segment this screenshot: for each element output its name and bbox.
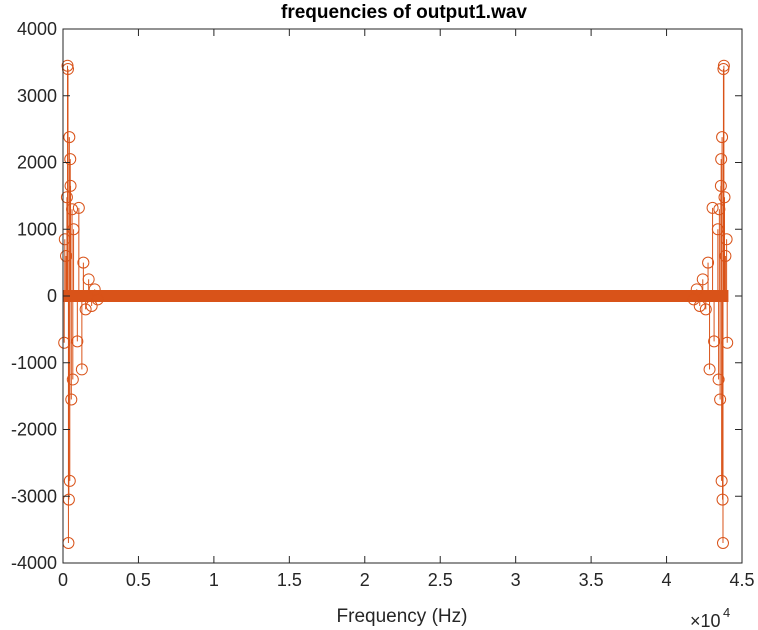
data-point	[64, 153, 77, 166]
x-tick-label: 2.5	[428, 570, 453, 590]
zero-band	[63, 290, 729, 302]
data-point	[720, 233, 733, 246]
data-point	[703, 363, 716, 376]
data-point	[65, 393, 78, 406]
data-point	[719, 249, 732, 262]
x-tick-label: 3	[511, 570, 521, 590]
data-point	[79, 303, 92, 316]
data-point	[60, 191, 73, 204]
data-point	[712, 373, 725, 386]
data-point	[61, 59, 74, 72]
data-point	[715, 153, 728, 166]
y-tick-label: -1000	[11, 353, 57, 373]
data-point	[715, 474, 728, 487]
data-point	[713, 203, 726, 216]
data-point	[708, 335, 721, 348]
data-point	[91, 293, 104, 306]
x-axis-ticks: 0 0.5 1 1.5 2 2.5 3 3.5 4 4.5	[58, 29, 755, 590]
data-point	[699, 303, 712, 316]
chart-title: frequencies of output1.wav	[281, 2, 527, 23]
data-point	[66, 203, 79, 216]
x-scale-exponent: 4	[723, 605, 730, 620]
data-point	[63, 131, 76, 144]
data-point	[60, 249, 73, 262]
x-tick-label: 0	[58, 570, 68, 590]
data-point	[716, 536, 729, 549]
near-zero-markers	[63, 290, 729, 302]
x-tick-label: 1	[209, 570, 219, 590]
y-tick-label: -3000	[11, 486, 57, 506]
data-point	[718, 191, 731, 204]
data-point	[71, 335, 84, 348]
y-tick-label: 2000	[17, 153, 57, 173]
data-point	[706, 201, 719, 214]
x-axis-label: Frequency (Hz)	[337, 606, 468, 627]
data-point	[714, 179, 727, 192]
data-point	[716, 493, 729, 506]
data-point	[77, 256, 90, 269]
data-point	[693, 300, 706, 313]
x-tick-label: 2	[360, 570, 370, 590]
x-tick-label: 1.5	[277, 570, 302, 590]
data-point	[85, 300, 98, 313]
x-tick-label: 0.5	[126, 570, 151, 590]
x-tick-label: 4.5	[729, 570, 754, 590]
data-point	[64, 179, 77, 192]
y-tick-label: -2000	[11, 420, 57, 440]
data-point	[721, 336, 734, 349]
y-tick-label: -4000	[11, 553, 57, 573]
data-markers	[58, 59, 734, 549]
data-point	[696, 273, 709, 286]
data-point	[714, 393, 727, 406]
x-tick-label: 3.5	[579, 570, 604, 590]
data-point	[711, 223, 724, 236]
data-point	[717, 59, 730, 72]
data-point	[61, 63, 74, 76]
y-tick-label: 1000	[17, 219, 57, 239]
y-tick-label: 4000	[17, 19, 57, 39]
data-point	[717, 63, 730, 76]
data-point	[716, 131, 729, 144]
data-point	[63, 474, 76, 487]
data-point	[82, 273, 95, 286]
y-tick-label: 0	[47, 286, 57, 306]
data-point	[58, 336, 71, 349]
data-point	[687, 293, 700, 306]
data-point	[702, 256, 715, 269]
data-point	[72, 201, 85, 214]
y-axis-ticks: -4000 -3000 -2000 -1000 0 1000 2000 3000 4000	[11, 19, 742, 573]
data-point	[58, 233, 71, 246]
x-scale-multiplier: ×10	[690, 611, 721, 630]
data-point	[66, 373, 79, 386]
data-point	[75, 363, 88, 376]
x-tick-label: 4	[662, 570, 672, 590]
y-tick-label: 3000	[17, 86, 57, 106]
